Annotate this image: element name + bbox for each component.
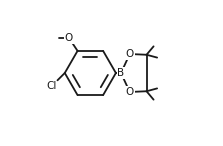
Text: O: O — [65, 33, 73, 43]
Text: O: O — [126, 49, 134, 59]
Text: Cl: Cl — [46, 81, 57, 91]
Text: B: B — [118, 68, 125, 78]
Text: O: O — [126, 87, 134, 97]
